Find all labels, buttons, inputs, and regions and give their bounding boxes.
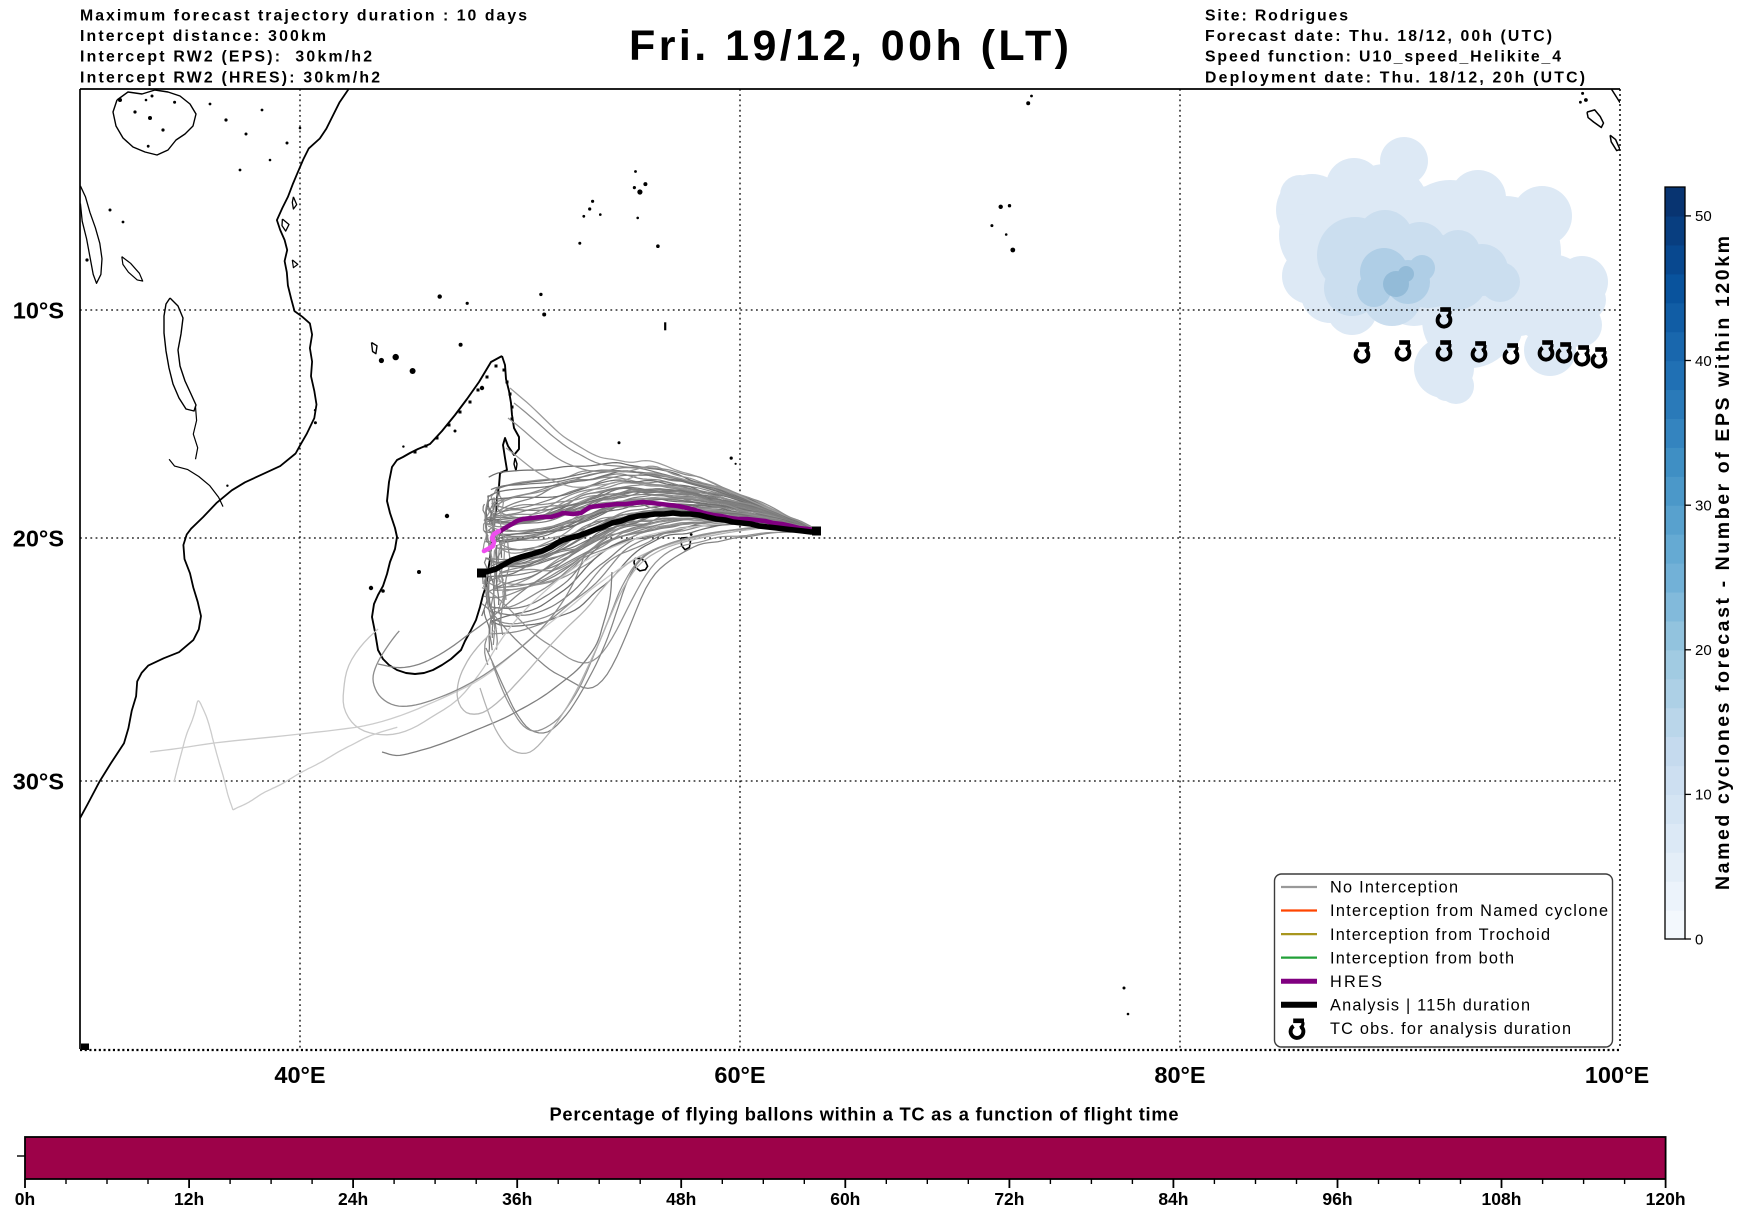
- svg-text:10°S: 10°S: [13, 297, 64, 323]
- svg-text:Deployment date: Thu. 18/12, 2: Deployment date: Thu. 18/12, 20h (UTC): [1205, 69, 1585, 86]
- svg-text:50: 50: [1695, 208, 1712, 225]
- svg-text:20°S: 20°S: [13, 525, 64, 551]
- svg-text:72h: 72h: [994, 1189, 1024, 1209]
- svg-text:Named cyclones forecast - Numb: Named cyclones forecast - Number of EPS …: [1712, 236, 1734, 890]
- svg-text:96h: 96h: [1322, 1189, 1352, 1209]
- svg-text:80°E: 80°E: [1154, 1062, 1205, 1088]
- svg-text:40°E: 40°E: [274, 1062, 325, 1088]
- svg-text:Percentage of flying ballons w: Percentage of flying ballons within a TC…: [550, 1104, 1179, 1125]
- svg-text:120h: 120h: [1646, 1189, 1686, 1209]
- svg-text:60°E: 60°E: [714, 1062, 765, 1088]
- svg-text:Fri. 19/12, 00h (LT): Fri. 19/12, 00h (LT): [629, 22, 1069, 70]
- svg-text:108h: 108h: [1482, 1189, 1522, 1209]
- svg-text:24h: 24h: [338, 1189, 368, 1209]
- svg-text:12h: 12h: [174, 1189, 204, 1209]
- svg-text:Interception from Trochoid: Interception from Trochoid: [1330, 926, 1550, 944]
- svg-text:20: 20: [1695, 642, 1712, 659]
- svg-text:30°S: 30°S: [13, 768, 64, 794]
- svg-text:TC obs. for analysis duration: TC obs. for analysis duration: [1330, 1020, 1571, 1038]
- svg-text:36h: 36h: [502, 1189, 532, 1209]
- svg-text:100°E: 100°E: [1585, 1062, 1649, 1088]
- svg-text:0h: 0h: [15, 1189, 35, 1209]
- svg-text:Intercept RW2 (EPS): 30km/h2: Intercept RW2 (EPS): 30km/h2: [80, 49, 372, 66]
- svg-text:0: 0: [1695, 931, 1703, 948]
- svg-text:40: 40: [1695, 353, 1712, 370]
- svg-text:Maximum forecast trajectory du: Maximum forecast trajectory duration : 1…: [80, 8, 527, 25]
- svg-text:Intercept distance: 300km: Intercept distance: 300km: [80, 28, 326, 45]
- svg-text:Interception from Named cyclon: Interception from Named cyclone: [1330, 902, 1608, 920]
- svg-text:84h: 84h: [1158, 1189, 1188, 1209]
- svg-text:60h: 60h: [830, 1189, 860, 1209]
- svg-text:Analysis | 115h duration: Analysis | 115h duration: [1330, 996, 1530, 1014]
- svg-text:No Interception: No Interception: [1330, 879, 1458, 897]
- svg-text:10: 10: [1695, 787, 1712, 804]
- svg-text:Site: Rodrigues: Site: Rodrigues: [1205, 8, 1348, 25]
- svg-text:Forecast date: Thu. 18/12, 00h: Forecast date: Thu. 18/12, 00h (UTC): [1205, 28, 1552, 45]
- svg-text:Interception from both: Interception from both: [1330, 949, 1514, 967]
- svg-text:30: 30: [1695, 498, 1712, 515]
- svg-text:48h: 48h: [666, 1189, 696, 1209]
- svg-text:Speed function: U10_speed_Heli: Speed function: U10_speed_Helikite_4: [1205, 49, 1561, 66]
- svg-text:Intercept RW2 (HRES): 30km/h2: Intercept RW2 (HRES): 30km/h2: [80, 69, 380, 86]
